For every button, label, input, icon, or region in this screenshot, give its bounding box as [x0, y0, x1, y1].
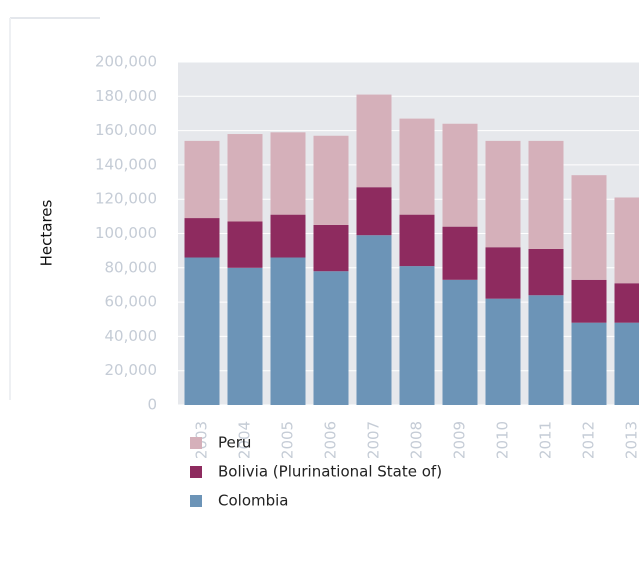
legend-label: Bolivia (Plurinational State of)	[218, 463, 442, 481]
y-tick-label: 80,000	[105, 258, 158, 276]
legend-label: Peru	[218, 434, 251, 452]
bar-segment	[614, 197, 639, 284]
bar-segment	[356, 187, 392, 236]
y-tick-label: 100,000	[95, 224, 157, 242]
bar-segment	[485, 298, 521, 405]
y-tick-label: 200,000	[95, 53, 157, 71]
bar-segment	[270, 132, 306, 215]
bar-segment	[399, 266, 435, 405]
bar-segment	[571, 322, 607, 405]
x-tick-label: 2012	[580, 421, 598, 459]
x-tick-label: 2007	[365, 421, 383, 459]
bar-segment	[399, 118, 435, 215]
bar-segment	[442, 279, 478, 405]
x-tick-label: 2010	[494, 421, 512, 459]
bar-segment	[313, 224, 349, 272]
bar-segment	[270, 214, 306, 258]
bar-segment	[227, 134, 263, 222]
bar-segment	[356, 235, 392, 405]
bar-segment	[399, 214, 435, 267]
legend-swatch	[190, 437, 202, 449]
legend-swatch	[190, 466, 202, 478]
bar-segment	[313, 135, 349, 225]
bar-segment	[313, 271, 349, 405]
y-axis-label: Hectares	[38, 199, 56, 266]
bar-segment	[614, 322, 639, 405]
bar-segment	[528, 140, 564, 249]
legend-swatch	[190, 495, 202, 507]
y-tick-label: 180,000	[95, 87, 157, 105]
x-tick-label: 2009	[451, 421, 469, 459]
bar-segment	[614, 283, 639, 323]
bar-segment	[227, 267, 263, 405]
legend-label: Colombia	[218, 492, 289, 510]
y-tick-label: 20,000	[105, 361, 158, 379]
bar-segment	[270, 257, 306, 405]
x-tick-label: 2013	[623, 421, 639, 459]
bar-segment	[184, 140, 220, 219]
bar-segment	[184, 218, 220, 258]
bar-segment	[528, 248, 564, 296]
y-tick-label: 120,000	[95, 190, 157, 208]
bar-segment	[485, 247, 521, 299]
x-tick-label: 2011	[537, 421, 555, 459]
bar-segment	[184, 257, 220, 405]
bar-segment	[571, 175, 607, 280]
x-tick-label: 2004	[236, 421, 254, 459]
bar-segment	[442, 123, 478, 227]
y-tick-label: 140,000	[95, 155, 157, 173]
bar-segment	[485, 140, 521, 248]
y-tick-label: 60,000	[105, 293, 158, 311]
bar-segment	[442, 226, 478, 280]
bar-segment	[571, 279, 607, 323]
bar-segment	[227, 221, 263, 268]
y-tick-label: 160,000	[95, 121, 157, 139]
bar-segment	[356, 94, 392, 188]
x-tick-label: 2006	[322, 421, 340, 459]
x-tick-label: 2005	[279, 421, 297, 459]
bar-segment	[528, 295, 564, 405]
x-tick-label: 2008	[408, 421, 426, 459]
y-tick-label: 40,000	[105, 327, 158, 345]
y-tick-label: 0	[147, 396, 157, 414]
